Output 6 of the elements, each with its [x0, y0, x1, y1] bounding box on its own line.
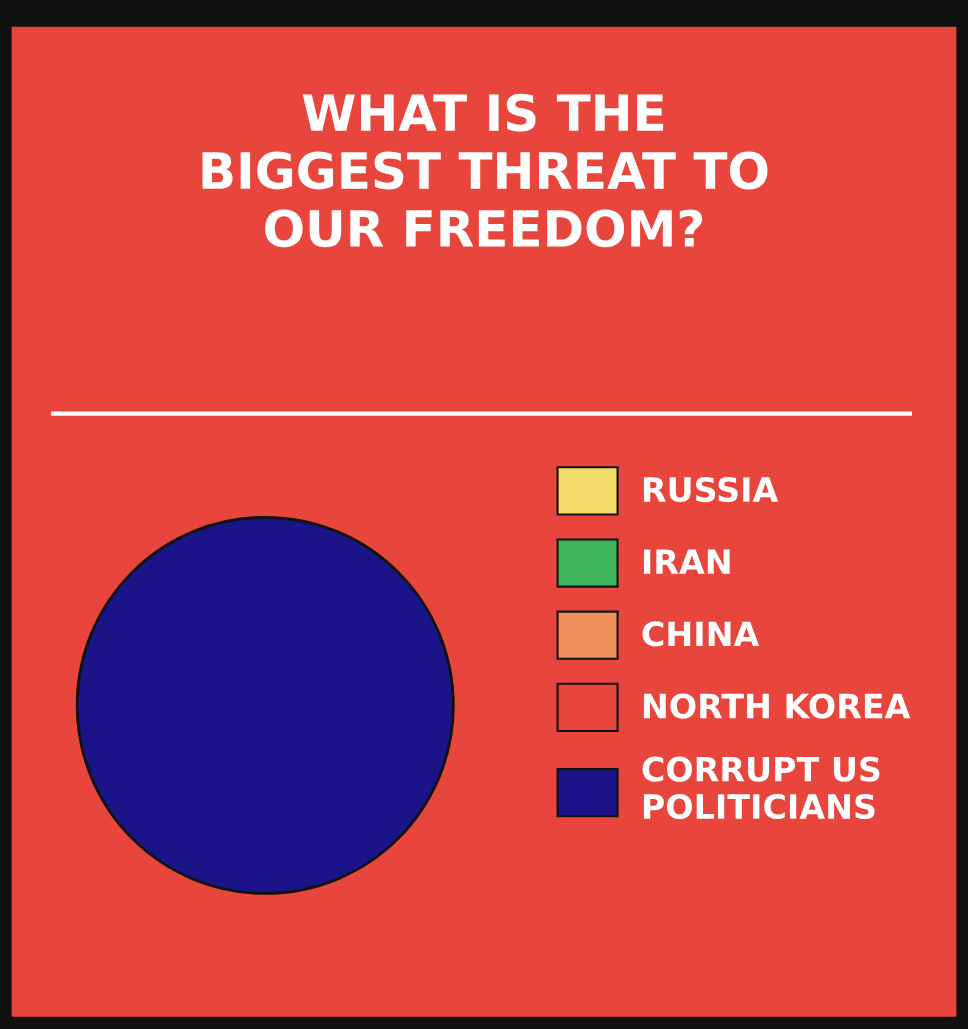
legend-label: IRAN [643, 549, 730, 574]
chart-title: WHAT IS THE BIGGEST THREAT TO OUR FREEDOM? [202, 93, 768, 248]
legend-label: NORTH KOREA [643, 693, 911, 719]
legend-label: CORRUPT US POLITICIANS [642, 756, 880, 820]
legend-label: RUSSIA [643, 476, 779, 503]
legend-label: CHINA [642, 621, 760, 647]
